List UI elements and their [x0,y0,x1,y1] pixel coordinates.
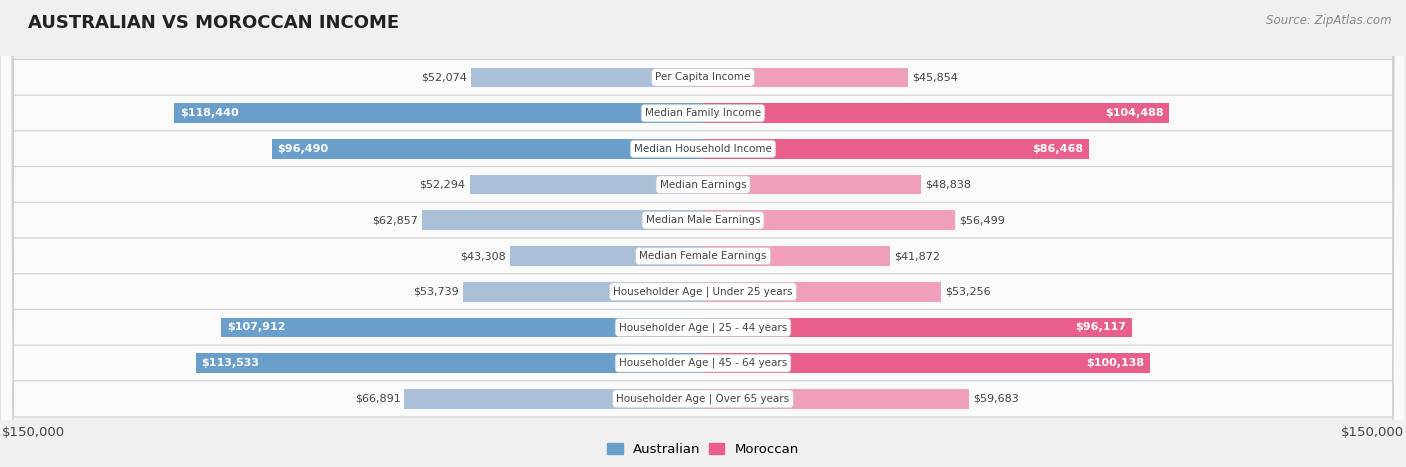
Text: $62,857: $62,857 [373,215,419,225]
Text: $59,683: $59,683 [973,394,1019,404]
Bar [703,103,1170,123]
Text: $107,912: $107,912 [226,322,285,333]
Text: $52,074: $52,074 [420,72,467,83]
Text: Source: ZipAtlas.com: Source: ZipAtlas.com [1267,14,1392,27]
Bar [510,246,703,266]
Bar [405,389,703,409]
Text: $48,838: $48,838 [925,180,972,190]
Bar [470,175,703,194]
Text: Householder Age | Over 65 years: Householder Age | Over 65 years [616,394,790,404]
Legend: Australian, Moroccan: Australian, Moroccan [602,438,804,461]
Text: $53,256: $53,256 [945,287,990,297]
Text: $104,488: $104,488 [1105,108,1164,118]
Bar [174,103,703,123]
Text: Per Capita Income: Per Capita Income [655,72,751,83]
Text: $86,468: $86,468 [1032,144,1084,154]
Bar [703,389,969,409]
Bar [221,318,703,337]
Text: $53,739: $53,739 [413,287,460,297]
Text: $96,117: $96,117 [1076,322,1126,333]
Bar [471,68,703,87]
Text: AUSTRALIAN VS MOROCCAN INCOME: AUSTRALIAN VS MOROCCAN INCOME [28,14,399,32]
Text: $45,854: $45,854 [911,72,957,83]
Text: $113,533: $113,533 [201,358,260,368]
Text: Median Household Income: Median Household Income [634,144,772,154]
Bar [273,139,703,159]
Text: Median Female Earnings: Median Female Earnings [640,251,766,261]
Text: $100,138: $100,138 [1087,358,1144,368]
Text: Median Earnings: Median Earnings [659,180,747,190]
Bar [197,354,703,373]
Bar [703,318,1132,337]
Bar [703,354,1150,373]
Text: Median Family Income: Median Family Income [645,108,761,118]
Text: $66,891: $66,891 [354,394,401,404]
Bar [703,246,890,266]
Bar [703,282,941,302]
Text: $96,490: $96,490 [277,144,329,154]
Bar [703,175,921,194]
Text: $41,872: $41,872 [894,251,941,261]
Text: Median Male Earnings: Median Male Earnings [645,215,761,225]
Bar [463,282,703,302]
Text: $52,294: $52,294 [419,180,465,190]
Text: Householder Age | 25 - 44 years: Householder Age | 25 - 44 years [619,322,787,333]
Text: $56,499: $56,499 [959,215,1005,225]
Bar [703,68,908,87]
Bar [703,211,955,230]
Text: $118,440: $118,440 [180,108,239,118]
Bar [703,139,1090,159]
Text: Householder Age | 45 - 64 years: Householder Age | 45 - 64 years [619,358,787,368]
Text: Householder Age | Under 25 years: Householder Age | Under 25 years [613,286,793,297]
Text: $43,308: $43,308 [460,251,506,261]
Bar [422,211,703,230]
